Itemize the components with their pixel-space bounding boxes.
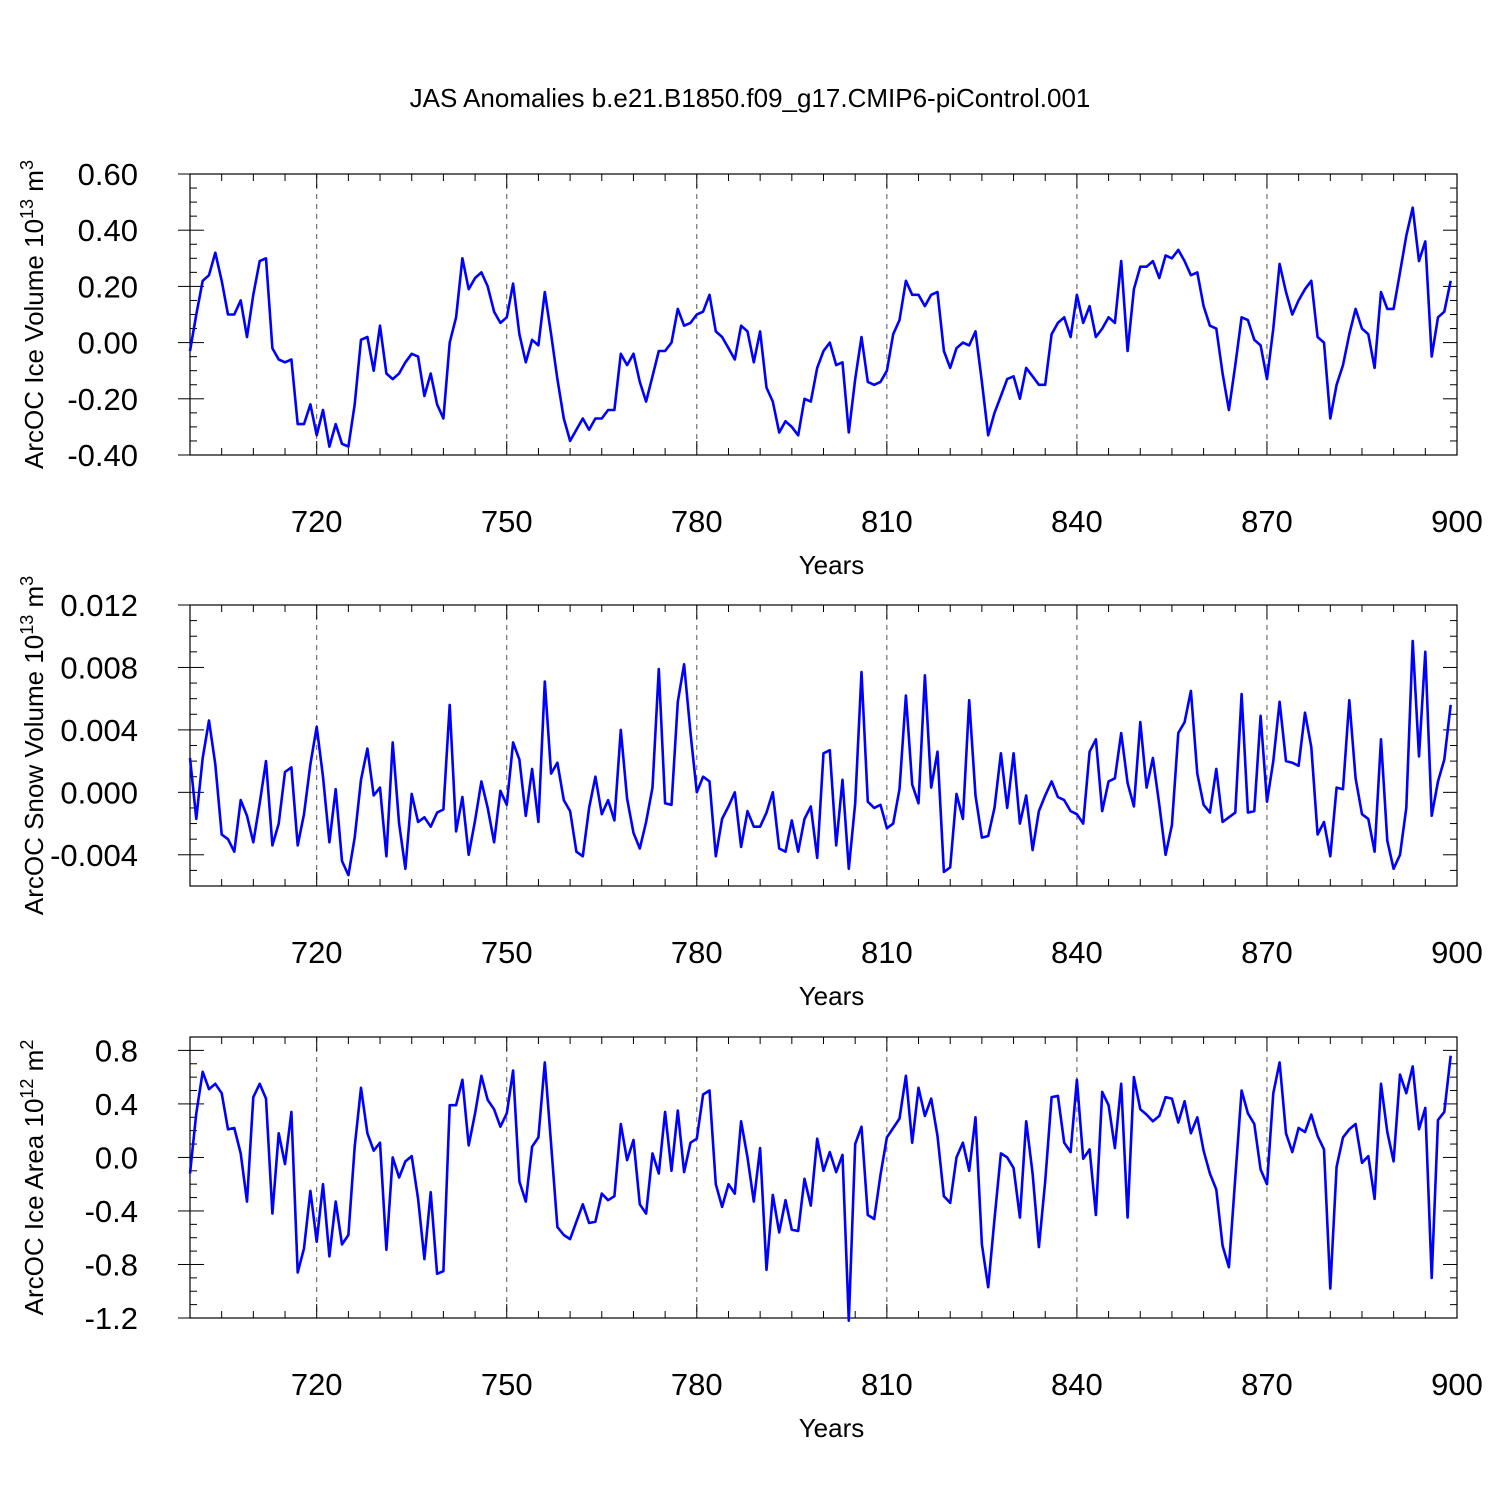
y-tick-label: -0.004 xyxy=(50,838,138,873)
x-tick-label: 720 xyxy=(291,504,343,539)
x-tick-label: 900 xyxy=(1431,504,1483,539)
x-tick-label: 780 xyxy=(671,504,723,539)
y-tick-label: 0.00 xyxy=(78,326,138,361)
series-line xyxy=(188,206,1452,448)
y-axis-title: ArcOC Ice Area 1012 m2 xyxy=(17,1040,49,1316)
y-tick-label: 0.4 xyxy=(95,1087,138,1122)
y-tick-label: 0.40 xyxy=(78,213,138,248)
x-tick-label: 840 xyxy=(1051,1367,1103,1402)
x-tick-label: 840 xyxy=(1051,935,1103,970)
chart-title: JAS Anomalies b.e21.B1850.f09_g17.CMIP6-… xyxy=(410,83,1091,113)
x-tick-label: 750 xyxy=(481,1367,533,1402)
y-tick-label: 0.004 xyxy=(60,713,138,748)
x-axis-title: Years xyxy=(799,550,865,580)
y-tick-label: 0.008 xyxy=(60,650,138,685)
y-tick-label: 0.20 xyxy=(78,269,138,304)
y-axis-title: ArcOC Snow Volume 1013 m3 xyxy=(17,576,49,915)
x-tick-label: 720 xyxy=(291,935,343,970)
x-tick-label: 810 xyxy=(861,935,913,970)
panel-3: 720 750 780 810 840 870 900 -1.2 -0.8 -0.4 0.0 0.4 0… xyxy=(17,1033,1483,1443)
y-tick-label: -1.2 xyxy=(85,1301,138,1336)
x-axis-title: Years xyxy=(799,1413,865,1443)
y-tick-label: 0.8 xyxy=(95,1033,138,1068)
series-line xyxy=(188,639,1452,877)
x-tick-label: 780 xyxy=(671,935,723,970)
x-tick-label: 870 xyxy=(1241,935,1293,970)
panel-1: 720 750 780 810 840 870 900 -0.40 -0.20 0.00 0.20 0… xyxy=(17,157,1483,580)
x-tick-label: 840 xyxy=(1051,504,1103,539)
y-tick-label: -0.40 xyxy=(67,438,138,473)
y-tick-label: -0.8 xyxy=(85,1247,138,1282)
y-tick-label: 0.60 xyxy=(78,157,138,192)
y-tick-label: 0.000 xyxy=(60,775,138,810)
x-tick-label: 720 xyxy=(291,1367,343,1402)
x-tick-label: 900 xyxy=(1431,1367,1483,1402)
series-line xyxy=(188,1055,1452,1322)
y-tick-label: -0.20 xyxy=(67,382,138,417)
x-tick-label: 810 xyxy=(861,504,913,539)
x-tick-label: 870 xyxy=(1241,1367,1293,1402)
x-tick-label: 780 xyxy=(671,1367,723,1402)
x-tick-label: 750 xyxy=(481,504,533,539)
y-axis-title: ArcOC Ice Volume 1013 m3 xyxy=(17,160,49,469)
y-tick-label: 0.0 xyxy=(95,1140,138,1175)
x-tick-label: 750 xyxy=(481,935,533,970)
x-tick-label: 810 xyxy=(861,1367,913,1402)
x-axis-title: Years xyxy=(799,981,865,1011)
panel-2: 720 750 780 810 840 870 900 -0.004 0.000 0.004 0.0… xyxy=(17,576,1483,1011)
y-tick-label: -0.4 xyxy=(85,1194,138,1229)
x-tick-label: 900 xyxy=(1431,935,1483,970)
x-tick-label: 870 xyxy=(1241,504,1293,539)
y-tick-label: 0.012 xyxy=(60,588,138,623)
